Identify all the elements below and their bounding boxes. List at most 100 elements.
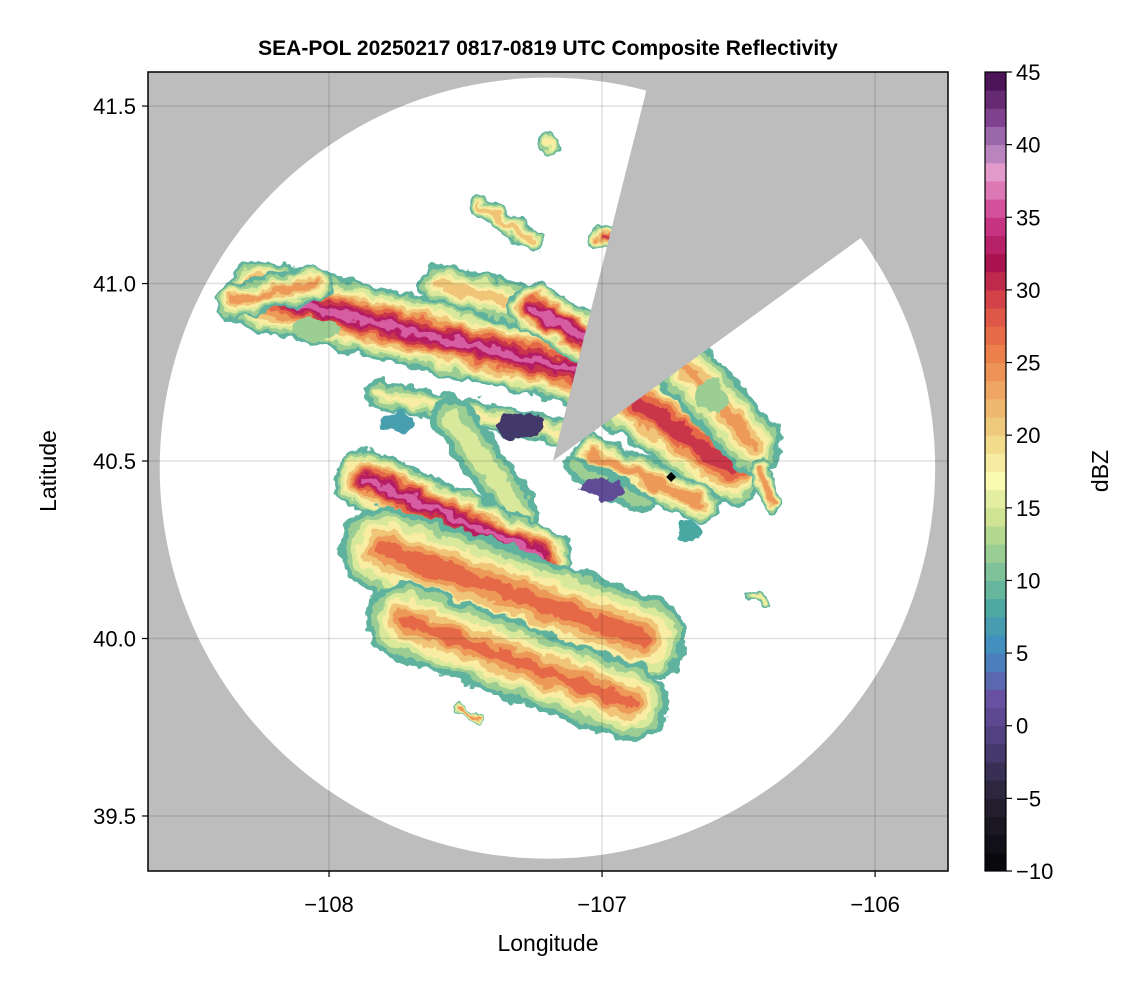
echo-level: [476, 202, 537, 244]
echo-cell: [540, 130, 561, 156]
colorbar-tick-label: 5: [1016, 641, 1028, 666]
colorbar-segment: [985, 144, 1006, 164]
y-axis: 39.5 40.0 40.5 41.0 41.5: [93, 94, 148, 829]
colorbar-tick-label: 40: [1016, 133, 1040, 158]
colorbar-segment: [985, 108, 1006, 127]
colorbar-segment: [985, 762, 1006, 781]
colorbar-segment: [985, 689, 1006, 709]
colorbar-tick-label: 25: [1016, 351, 1040, 376]
y-tick-label: 41.5: [93, 94, 136, 119]
colorbar-segment: [985, 653, 1006, 672]
colorbar-segment: [985, 235, 1006, 255]
colorbar-segment: [985, 199, 1006, 218]
site-marker-diamond: [666, 472, 677, 483]
colorbar-segment: [985, 453, 1006, 472]
echo-cell: [430, 397, 542, 536]
echo-patch: [675, 521, 704, 543]
colorbar-segment: [985, 525, 1006, 545]
colorbar-segment: [985, 417, 1006, 436]
colorbar-segment: [985, 544, 1006, 563]
colorbar-segment: [985, 253, 1006, 273]
colorbar-segment: [985, 616, 1006, 636]
colorbar-tick-label: −10: [1016, 859, 1053, 884]
echo-patch: [580, 478, 624, 501]
echo-patch: [694, 379, 728, 415]
colorbar-segment: [985, 852, 1006, 872]
colorbar-segment: [985, 489, 1006, 509]
colorbar-segment: [985, 707, 1006, 727]
colorbar-segment: [985, 380, 1006, 400]
echo-cell: [339, 505, 688, 683]
y-tick-label: 39.5: [93, 804, 136, 829]
colorbar-segment: [985, 289, 1006, 309]
colorbar-tick-label: 0: [1016, 714, 1028, 739]
echo-level: [229, 279, 320, 306]
colorbar-segment: [985, 780, 1006, 799]
colorbar-tick-label: 20: [1016, 423, 1040, 448]
colorbar-segment: [985, 816, 1006, 836]
echo-cell: [746, 590, 772, 609]
colorbar-segment: [985, 308, 1006, 327]
colorbar-segment: [985, 217, 1006, 236]
colorbar: [985, 72, 1006, 872]
colorbar-segment: [985, 634, 1006, 654]
colorbar-segment: [985, 671, 1006, 690]
colorbar-segment: [985, 507, 1006, 527]
echo-level: [613, 382, 738, 476]
x-tick-label: −106: [850, 892, 900, 917]
echo-cell: [334, 448, 573, 588]
echo-level: [375, 541, 652, 647]
echo-level: [529, 304, 593, 345]
echo-cell: [215, 265, 334, 320]
blocked-sector: [552, 72, 948, 462]
colorbar-tick-label: 10: [1016, 568, 1040, 593]
echo-cell: [468, 194, 545, 252]
y-tick-label: 40.5: [93, 449, 136, 474]
colorbar-segment: [985, 598, 1006, 618]
colorbar-segment: [985, 72, 1006, 91]
chart-title: SEA-POL 20250217 0817-0819 UTC Composite…: [258, 37, 838, 60]
colorbar-segment: [985, 562, 1006, 581]
colorbar-segment: [985, 180, 1006, 200]
colorbar-ticks: −10 −5 0 5 10 15 20 25 30 35 40 45: [1006, 60, 1053, 884]
colorbar-segment: [985, 725, 1006, 745]
colorbar-segment: [985, 362, 1006, 382]
echo-level: [256, 291, 579, 374]
echo-level: [458, 708, 481, 718]
colorbar-segment: [985, 834, 1006, 854]
echo-cell: [571, 434, 720, 524]
colorbar-label: dBZ: [1087, 450, 1113, 492]
colorbar-segment: [985, 435, 1006, 454]
colorbar-segment: [985, 743, 1006, 763]
echo-level: [750, 594, 768, 605]
y-axis-label: Latitude: [35, 430, 61, 512]
echo-level: [399, 615, 635, 708]
echo-patch: [495, 413, 545, 438]
colorbar-segment: [985, 580, 1006, 600]
plot-area: [148, 72, 948, 871]
plot-frame: [147, 71, 949, 872]
echo-patch: [380, 411, 414, 433]
colorbar-tick-label: 15: [1016, 496, 1040, 521]
grid-lines: [148, 72, 948, 871]
colorbar-segment: [985, 326, 1006, 345]
colorbar-segment: [985, 162, 1006, 182]
colorbar-tick-label: −5: [1016, 786, 1041, 811]
echo-cell: [366, 581, 669, 742]
colorbar-segment: [985, 126, 1006, 146]
echo-level: [586, 449, 706, 509]
echo-cell: [749, 457, 782, 515]
echo-cell: [582, 350, 770, 508]
y-tick-label: 40.0: [93, 627, 136, 652]
echo-level: [758, 465, 774, 506]
reflectivity-field: [215, 130, 783, 742]
echo-cell: [224, 259, 611, 406]
echo-patch: [293, 319, 338, 341]
x-tick-label: −107: [577, 892, 627, 917]
echo-cell: [508, 283, 614, 366]
colorbar-frame: [984, 71, 1007, 872]
colorbar-tick-label: 30: [1016, 278, 1040, 303]
echo-level: [544, 135, 556, 152]
x-axis: −108 −107 −106: [304, 871, 900, 917]
